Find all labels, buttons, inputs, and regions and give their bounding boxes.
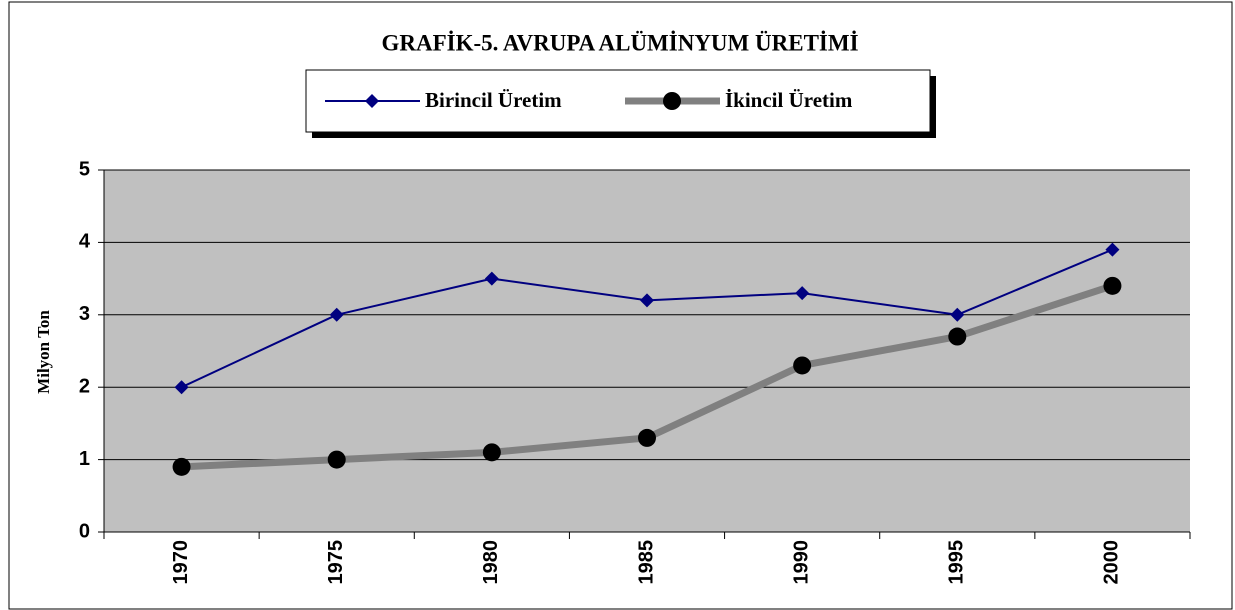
x-tick-label: 2000 — [1101, 540, 1123, 585]
y-axis-label: Milyon Ton — [34, 310, 53, 394]
y-tick-label: 5 — [79, 158, 90, 180]
marker — [484, 271, 499, 286]
legend-label: İkincil Üretim — [725, 88, 853, 112]
marker — [950, 307, 965, 322]
marker — [172, 457, 191, 476]
marker — [640, 293, 654, 308]
x-tick-label: 1985 — [635, 540, 657, 585]
marker — [948, 327, 967, 346]
x-tick-label: 1990 — [790, 540, 812, 585]
marker — [327, 450, 346, 469]
marker — [638, 428, 656, 447]
marker — [1105, 242, 1120, 257]
y-tick-label: 4 — [79, 231, 91, 253]
plot-area — [104, 170, 1190, 532]
y-tick-label: 2 — [79, 375, 90, 397]
chart-title: GRAFİK-5. AVRUPA ALÜMİNYUM ÜRETİMİ — [381, 30, 858, 55]
x-tick-label: 1975 — [325, 540, 347, 585]
marker — [793, 356, 812, 375]
marker — [365, 94, 379, 108]
y-tick-label: 3 — [79, 303, 90, 325]
y-tick-label: 0 — [79, 520, 90, 542]
x-tick-label: 1970 — [170, 540, 192, 585]
marker — [174, 380, 189, 395]
x-tick-label: 1980 — [480, 540, 502, 585]
x-tick-label: 1995 — [946, 540, 968, 585]
legend-label: Birincil Üretim — [425, 88, 562, 112]
marker — [1103, 276, 1122, 295]
marker — [482, 443, 501, 462]
y-tick-label: 1 — [79, 448, 90, 470]
marker — [663, 92, 681, 110]
marker — [329, 307, 344, 322]
marker — [795, 286, 810, 301]
